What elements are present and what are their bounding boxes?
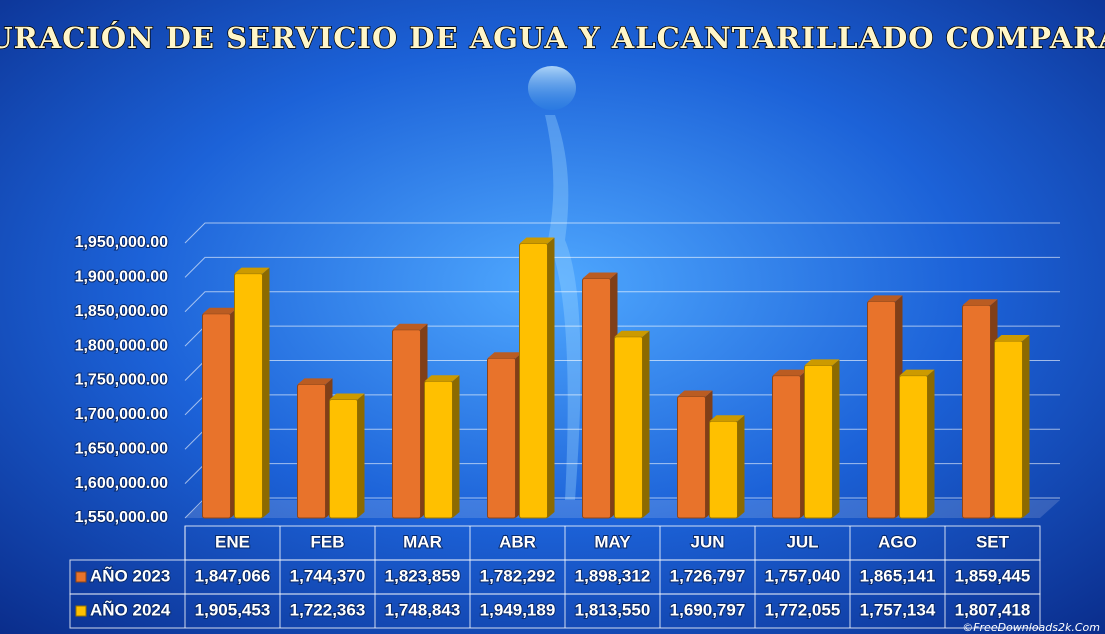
bar <box>773 376 801 518</box>
bar-side <box>263 268 270 518</box>
x-tick-label: JUL <box>786 532 818 551</box>
bar <box>615 337 643 518</box>
bar <box>425 381 453 518</box>
table-value: 1,949,189 <box>480 600 556 619</box>
table-value: 1,744,370 <box>290 566 366 585</box>
table-value: 1,905,453 <box>195 600 271 619</box>
bar-side <box>1023 335 1030 518</box>
bar <box>995 341 1023 518</box>
bar <box>963 305 991 518</box>
x-tick-label: ABR <box>499 532 536 551</box>
y-tick-label: 1,650,000.00 <box>75 440 169 457</box>
y-tick-label: 1,600,000.00 <box>75 475 169 492</box>
table-value: 1,859,445 <box>955 566 1031 585</box>
bar <box>203 314 231 518</box>
bar-side <box>548 238 555 518</box>
table-value: 1,690,797 <box>670 600 746 619</box>
bar-side <box>453 375 460 518</box>
x-tick-label: FEB <box>311 532 345 551</box>
legend-swatch <box>76 606 86 616</box>
table-value: 1,898,312 <box>575 566 651 585</box>
bar-side <box>643 331 650 518</box>
bar <box>805 365 833 518</box>
y-tick-label: 1,800,000.00 <box>75 337 169 354</box>
x-tick-label: ENE <box>215 532 250 551</box>
table-value: 1,847,066 <box>195 566 271 585</box>
table-value: 1,865,141 <box>860 566 936 585</box>
bar <box>488 358 516 518</box>
table-value: 1,726,797 <box>670 566 746 585</box>
table-value: 1,722,363 <box>290 600 366 619</box>
chart: FACTURACIÓN DE SERVICIO DE AGUA Y ALCANT… <box>0 0 1105 634</box>
bar-side <box>928 370 935 518</box>
bar <box>710 421 738 518</box>
bar-side <box>738 415 745 518</box>
table-value: 1,823,859 <box>385 566 461 585</box>
table-value: 1,807,418 <box>955 600 1031 619</box>
bar <box>583 279 611 518</box>
y-tick-label: 1,850,000.00 <box>75 303 169 320</box>
table-value: 1,782,292 <box>480 566 556 585</box>
table-value: 1,757,040 <box>765 566 841 585</box>
x-tick-label: MAY <box>594 532 631 551</box>
bar <box>868 301 896 518</box>
bar-side <box>358 394 365 518</box>
x-tick-label: AGO <box>878 532 917 551</box>
water-drop <box>528 66 576 110</box>
y-tick-label: 1,550,000.00 <box>75 509 169 526</box>
y-tick-label: 1,750,000.00 <box>75 372 169 389</box>
bar <box>900 376 928 518</box>
x-tick-label: MAR <box>403 532 442 551</box>
bar-side <box>833 359 840 518</box>
bar <box>235 274 263 518</box>
y-tick-label: 1,950,000.00 <box>75 234 169 251</box>
bar <box>520 244 548 518</box>
y-tick-label: 1,900,000.00 <box>75 269 169 286</box>
bar <box>678 396 706 518</box>
legend-label: AÑO 2023 <box>90 565 170 585</box>
legend-label: AÑO 2024 <box>90 599 171 619</box>
table-value: 1,748,843 <box>385 600 461 619</box>
y-tick-label: 1,700,000.00 <box>75 406 169 423</box>
x-tick-label: SET <box>976 532 1010 551</box>
chart-title: FACTURACIÓN DE SERVICIO DE AGUA Y ALCANT… <box>0 20 1105 55</box>
x-tick-label: JUN <box>690 532 724 551</box>
bar <box>393 330 421 518</box>
table-value: 1,813,550 <box>575 600 651 619</box>
bar <box>330 400 358 518</box>
bar <box>298 384 326 518</box>
table-value: 1,772,055 <box>765 600 841 619</box>
table-value: 1,757,134 <box>860 600 936 619</box>
legend-swatch <box>76 572 86 582</box>
